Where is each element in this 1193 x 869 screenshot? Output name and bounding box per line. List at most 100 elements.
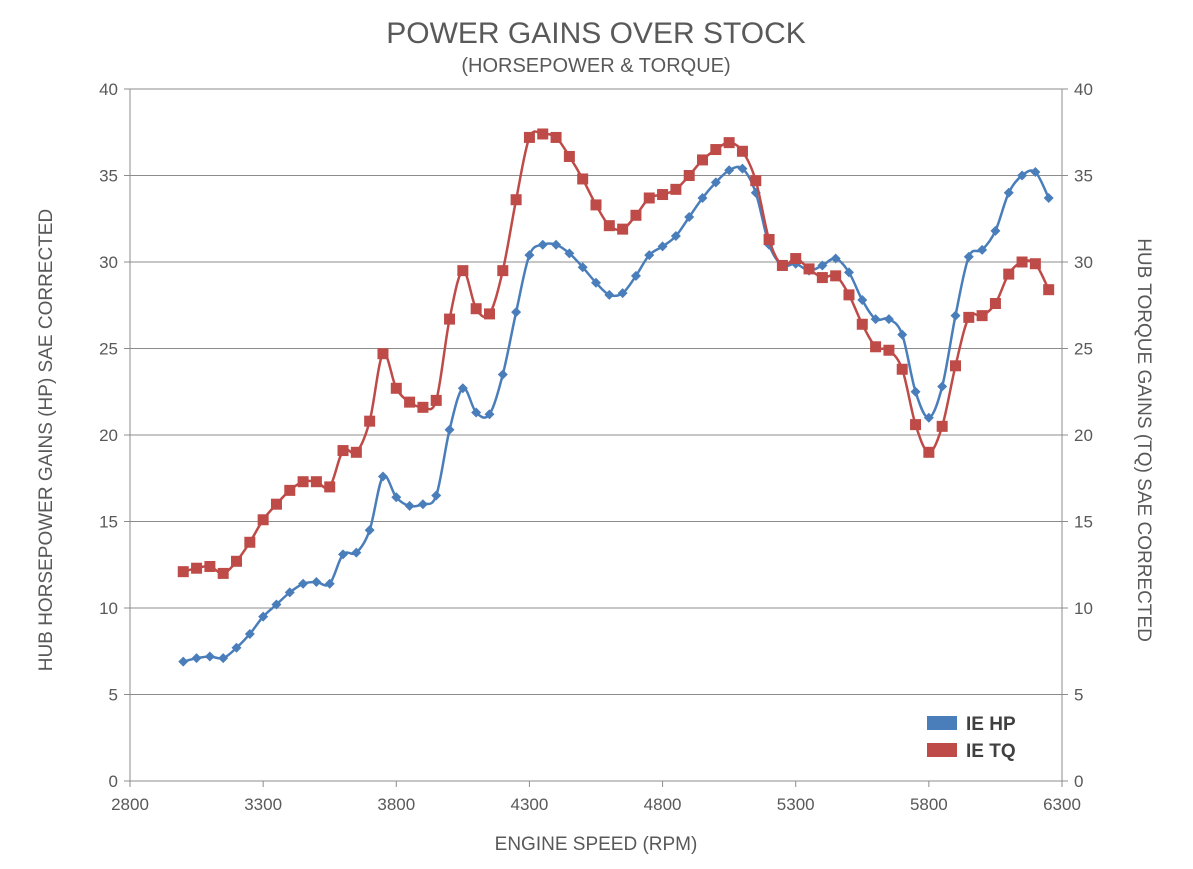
data-point-hp xyxy=(457,383,468,394)
data-point-hp xyxy=(937,381,948,392)
data-point-hp xyxy=(511,307,522,318)
data-point-hp xyxy=(271,599,282,610)
data-point-tq xyxy=(231,555,243,567)
data-point-tq xyxy=(883,344,895,356)
data-point-hp xyxy=(710,177,721,188)
data-point-hp xyxy=(963,251,974,262)
data-point-hp xyxy=(284,587,295,598)
data-point-hp xyxy=(204,651,215,662)
data-point-tq xyxy=(550,131,562,143)
data-point-tq xyxy=(563,150,575,162)
data-point-hp xyxy=(1017,170,1028,181)
data-point-tq xyxy=(444,313,456,325)
data-point-hp xyxy=(338,549,349,560)
data-point-hp xyxy=(950,310,961,321)
data-point-tq xyxy=(430,394,442,406)
data-point-tq xyxy=(470,303,482,315)
legend-label-hp: IE HP xyxy=(966,714,1016,735)
data-point-tq xyxy=(763,234,775,246)
y-tick-label-right: 20 xyxy=(1074,426,1093,445)
data-point-hp xyxy=(870,314,881,325)
y-tick-label-left: 35 xyxy=(99,167,118,186)
data-point-tq xyxy=(390,382,402,394)
y-tick-label-right: 5 xyxy=(1074,686,1083,705)
y-tick-label-left: 10 xyxy=(99,599,118,618)
y-tick-label-left: 15 xyxy=(99,513,118,532)
x-tick-labels: 2800 3300 3800 4300 4800 5300 5800 6300 xyxy=(111,795,1081,814)
data-point-tq xyxy=(670,183,682,195)
data-point-tq xyxy=(590,199,602,211)
data-point-hp xyxy=(258,611,269,622)
y-tick-label-right: 40 xyxy=(1074,80,1093,99)
chart-title: POWER GAINS OVER STOCK xyxy=(386,17,806,50)
y-tick-label-right: 30 xyxy=(1074,253,1093,272)
data-point-hp xyxy=(431,490,442,501)
axes xyxy=(124,88,1068,787)
series-ie-tq xyxy=(177,128,1055,579)
data-point-tq xyxy=(417,401,429,413)
data-point-hp xyxy=(391,492,402,503)
data-point-hp xyxy=(1043,192,1054,203)
data-point-tq xyxy=(936,420,948,432)
data-point-tq xyxy=(497,265,509,277)
data-point-hp xyxy=(524,250,535,261)
data-point-tq xyxy=(989,298,1001,310)
data-point-hp xyxy=(377,471,388,482)
data-point-hp xyxy=(218,653,229,664)
data-point-tq xyxy=(630,209,642,221)
y-tick-label-right: 15 xyxy=(1074,513,1093,532)
data-point-hp xyxy=(591,277,601,288)
data-point-hp xyxy=(644,250,655,261)
data-point-hp xyxy=(737,163,748,174)
data-point-hp xyxy=(364,525,375,536)
data-point-tq xyxy=(617,223,629,235)
data-point-hp xyxy=(1030,167,1041,178)
data-point-hp xyxy=(231,642,242,653)
y-tick-label-left: 40 xyxy=(99,80,118,99)
data-point-hp xyxy=(564,248,575,259)
data-point-tq xyxy=(643,192,655,204)
y-tick-label-left: 30 xyxy=(99,253,118,272)
data-point-hp xyxy=(417,499,428,510)
data-point-tq xyxy=(683,170,695,181)
data-point-hp xyxy=(577,262,588,273)
data-point-tq xyxy=(963,311,975,323)
data-point-tq xyxy=(1003,268,1015,280)
data-point-tq xyxy=(790,253,802,265)
data-point-tq xyxy=(910,419,922,431)
data-point-tq xyxy=(510,194,522,206)
data-point-tq xyxy=(697,154,709,166)
data-point-hp xyxy=(298,578,309,589)
y-tick-label-left: 0 xyxy=(109,772,118,791)
data-point-tq xyxy=(537,128,549,140)
data-point-hp xyxy=(684,212,695,223)
y-tick-label-right: 25 xyxy=(1074,340,1093,359)
series-line xyxy=(182,165,1050,663)
data-point-tq xyxy=(949,360,961,372)
x-tick-label: 2800 xyxy=(111,795,149,814)
data-series xyxy=(177,128,1055,667)
legend: IE HP IE TQ xyxy=(927,714,1016,762)
data-point-tq xyxy=(257,514,269,526)
data-point-tq xyxy=(816,272,828,284)
data-point-hp xyxy=(923,412,934,423)
series-ie-hp xyxy=(178,163,1054,667)
data-point-hp xyxy=(1003,187,1014,198)
data-point-hp xyxy=(537,239,548,250)
data-point-hp xyxy=(724,165,735,176)
x-tick-label: 3300 xyxy=(244,795,282,814)
legend-swatch-hp xyxy=(927,716,957,730)
data-point-tq xyxy=(750,175,762,187)
data-point-tq xyxy=(483,308,495,320)
data-point-tq xyxy=(337,445,349,457)
data-point-tq xyxy=(803,263,815,275)
data-point-hp xyxy=(471,407,482,418)
data-point-tq xyxy=(204,560,216,572)
legend-label-tq: IE TQ xyxy=(966,741,1016,762)
data-point-tq xyxy=(191,562,203,574)
data-point-tq xyxy=(350,446,362,458)
data-point-tq xyxy=(577,173,589,185)
data-point-tq xyxy=(217,567,229,579)
data-point-tq xyxy=(776,259,788,271)
data-point-tq xyxy=(1016,256,1028,268)
